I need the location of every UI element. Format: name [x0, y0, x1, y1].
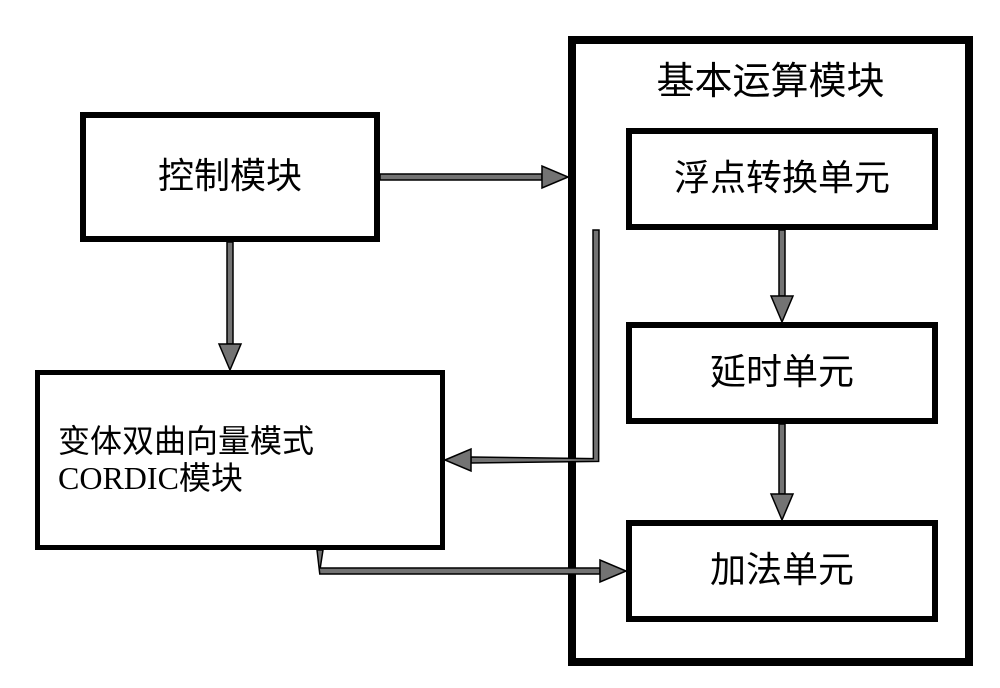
- group-to-delay-head: [771, 296, 793, 322]
- cordic-to-add-head: [600, 560, 626, 582]
- delay-to-add-shaft: [779, 424, 785, 494]
- control-to-cordic-shaft: [227, 242, 233, 344]
- float-to-cordic-shaft: [471, 230, 599, 463]
- group-to-delay-shaft: [779, 230, 785, 296]
- float-to-cordic-head: [445, 449, 471, 471]
- cordic-to-add-shaft: [317, 550, 600, 574]
- control-to-group-shaft: [380, 174, 542, 180]
- arrows-layer: [0, 0, 1000, 688]
- control-to-group-head: [542, 166, 568, 188]
- delay-to-add-head: [771, 494, 793, 520]
- control-to-cordic-head: [219, 344, 241, 370]
